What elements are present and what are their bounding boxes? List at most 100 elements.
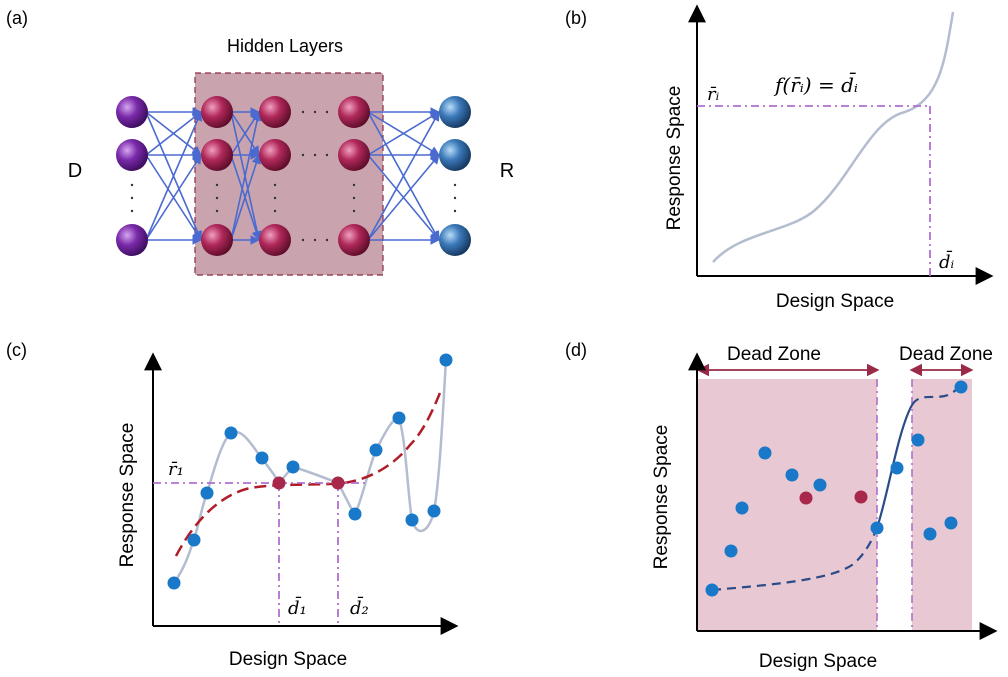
ellipsis-dot [215, 196, 219, 200]
panel-a: (a) Hidden Layers D R [6, 8, 514, 276]
hidden-layers-title: Hidden Layers [227, 36, 343, 56]
panel-b-label: (b) [565, 8, 587, 28]
panel-c-fitted-curve [174, 387, 444, 557]
sample-point [439, 353, 453, 367]
hidden-node [201, 96, 233, 128]
sample-point [758, 446, 772, 460]
panel-d-points [705, 380, 968, 597]
network-connections [145, 107, 440, 245]
sample-point [427, 504, 441, 518]
ellipsis-dot [301, 110, 305, 114]
panel-c-label: (c) [6, 340, 27, 360]
panel-c-ylabel: Response Space [117, 423, 138, 568]
hidden-node [201, 224, 233, 256]
ellipsis-dot [325, 110, 329, 114]
sample-point [923, 527, 937, 541]
hidden-node [338, 139, 370, 171]
ellipsis-dot [273, 196, 277, 200]
network-connection [145, 111, 202, 241]
ellipsis-dot [301, 153, 305, 157]
ellipsis-dot [313, 238, 317, 242]
panel-c-d2-label: d̄₂ [350, 595, 369, 619]
network-connection [145, 154, 202, 241]
sample-point [224, 426, 238, 440]
hidden-node [338, 96, 370, 128]
sample-point [369, 443, 383, 457]
sample-point [890, 461, 904, 475]
network-connection [230, 111, 262, 241]
hidden-node [201, 139, 233, 171]
network-connection [367, 111, 440, 241]
panel-c-points [167, 353, 453, 590]
dead-zone-right [912, 379, 972, 631]
ellipsis-dot [130, 209, 134, 213]
network-nodes [116, 96, 471, 256]
network-ellipsis-dots [130, 110, 457, 242]
input-node [116, 224, 148, 256]
panel-b-ylabel: Response Space [664, 86, 685, 231]
target-point [331, 476, 345, 490]
ellipsis-dot [325, 153, 329, 157]
panel-d: (d) Dead Zone Dead Zone Response Space D… [565, 340, 998, 672]
target-point [799, 491, 813, 505]
sample-point [954, 380, 968, 394]
network-connection [367, 111, 440, 156]
hidden-node [338, 224, 370, 256]
target-point [854, 490, 868, 504]
ellipsis-dot [352, 196, 356, 200]
hidden-node [259, 96, 291, 128]
panel-d-dashed-curve-left [711, 527, 879, 592]
ellipsis-dot [325, 238, 329, 242]
ellipsis-dot [215, 183, 219, 187]
sample-point [724, 544, 738, 558]
ellipsis-dot [130, 196, 134, 200]
input-node [116, 139, 148, 171]
input-label: D [68, 160, 82, 182]
sample-point [392, 411, 406, 425]
panel-b: (b) f(r̄ᵢ) = d̄ᵢ r̄ᵢ d̄ᵢ Response Space … [565, 4, 994, 312]
panel-c-xlabel: Design Space [229, 649, 347, 670]
panel-b-r-label: r̄ᵢ [707, 84, 720, 105]
sample-point [167, 576, 181, 590]
output-node [439, 224, 471, 256]
target-point [272, 476, 286, 490]
dead-zone-left [697, 379, 877, 631]
ellipsis-dot [313, 153, 317, 157]
panel-b-xlabel: Design Space [776, 291, 894, 312]
panel-c-d1-label: d̄₁ [288, 595, 307, 619]
panel-b-equation: f(r̄ᵢ) = d̄ᵢ [773, 72, 858, 97]
output-label: R [500, 160, 514, 182]
sample-point [785, 468, 799, 482]
output-node [439, 96, 471, 128]
ellipsis-dot [352, 209, 356, 213]
sample-point [405, 513, 419, 527]
ellipsis-dot [453, 183, 457, 187]
ellipsis-dot [301, 238, 305, 242]
input-node [116, 96, 148, 128]
panel-d-xlabel: Design Space [759, 651, 877, 672]
ellipsis-dot [273, 209, 277, 213]
ellipsis-dot [313, 110, 317, 114]
sample-point [255, 451, 269, 465]
ellipsis-dot [215, 209, 219, 213]
sample-point [200, 486, 214, 500]
sample-point [911, 433, 925, 447]
panel-c-interpolating-curve [172, 359, 448, 584]
panel-c-r-label: r̄₁ [168, 459, 184, 480]
sample-point [870, 521, 884, 535]
panel-b-response-curve [712, 11, 955, 263]
ellipsis-dot [352, 183, 356, 187]
sample-point [348, 507, 362, 521]
sample-point [286, 460, 300, 474]
panel-d-label: (d) [565, 340, 587, 360]
ellipsis-dot [130, 183, 134, 187]
panel-d-ylabel: Response Space [651, 425, 672, 570]
network-connection [145, 111, 202, 156]
ellipsis-dot [273, 183, 277, 187]
sample-point [813, 478, 827, 492]
panel-a-label: (a) [6, 8, 28, 28]
hidden-node [259, 224, 291, 256]
hidden-node [259, 139, 291, 171]
sample-point [735, 501, 749, 515]
